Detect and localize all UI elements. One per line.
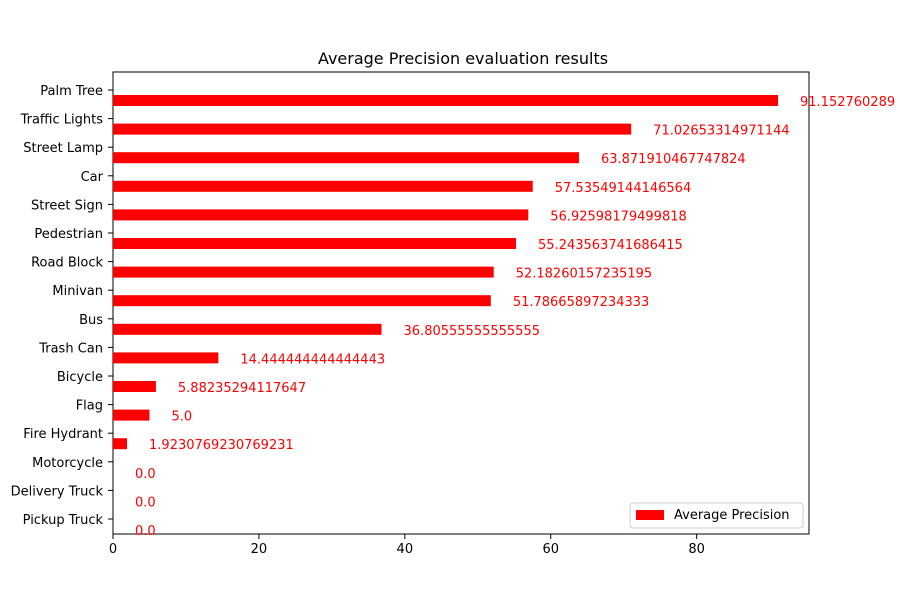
value-label: 14.444444444444443 <box>240 352 385 367</box>
bar <box>113 123 632 135</box>
y-tick-label: Palm Tree <box>40 84 103 99</box>
value-label: 57.53549144146564 <box>555 181 691 196</box>
y-tick-label: Road Block <box>31 256 103 271</box>
value-label: 36.80555555555555 <box>404 324 540 339</box>
y-tick-label: Street Sign <box>31 198 103 213</box>
y-tick-label: Bus <box>79 313 103 328</box>
y-tick-label: Motorcycle <box>32 456 103 471</box>
value-label: 63.871910467747824 <box>601 152 746 167</box>
value-label: 0.0 <box>135 524 156 539</box>
x-tick-label: 0 <box>109 542 117 557</box>
legend-box <box>629 502 804 529</box>
bar <box>113 352 219 364</box>
chart-title: Average Precision evaluation results <box>318 49 608 68</box>
x-tick-label: 40 <box>397 542 414 557</box>
y-tick-label: Pickup Truck <box>23 513 104 528</box>
chart-marks: 0 20 40 60 80 Palm Tree 91.152760289 Traffic Li… <box>11 84 896 557</box>
legend-label: Average Precision <box>674 508 790 523</box>
y-tick-label: Delivery Truck <box>11 484 104 499</box>
legend-swatch <box>636 510 664 520</box>
bar <box>113 323 382 335</box>
y-tick-label: Fire Hydrant <box>23 427 103 442</box>
y-tick-label: Trash Can <box>38 341 103 356</box>
bar <box>113 295 491 307</box>
bar <box>113 209 529 221</box>
value-label: 56.92598179499818 <box>550 209 686 224</box>
bar <box>113 238 517 249</box>
x-tick-label: 20 <box>251 542 268 557</box>
value-label: 5.88235294117647 <box>178 381 306 396</box>
value-label: 0.0 <box>135 467 156 482</box>
bar <box>113 266 494 278</box>
x-tick-label: 80 <box>688 542 705 557</box>
value-label: 0.0 <box>135 495 156 510</box>
value-label: 51.78665897234333 <box>513 295 649 310</box>
bar <box>113 409 150 421</box>
y-tick-label: Pedestrian <box>34 227 103 242</box>
y-tick-label: Street Lamp <box>23 141 103 156</box>
value-label: 71.02653314971144 <box>653 124 789 139</box>
value-label: 5.0 <box>171 410 192 425</box>
y-tick-label: Minivan <box>52 284 103 299</box>
value-label: 1.9230769230769231 <box>149 438 294 453</box>
bar <box>113 152 579 164</box>
legend: Average Precision <box>629 502 804 529</box>
bar <box>113 95 779 106</box>
y-tick-label: Flag <box>76 399 103 414</box>
x-tick-label: 60 <box>542 542 559 557</box>
value-label: 91.152760289 <box>800 95 895 110</box>
bar <box>113 438 128 450</box>
y-tick-label: Traffic Lights <box>20 113 104 128</box>
y-tick-label: Bicycle <box>57 370 103 385</box>
bar <box>113 381 156 392</box>
bar <box>113 180 533 192</box>
y-tick-label: Car <box>81 170 104 185</box>
value-label: 55.243563741686415 <box>538 238 683 253</box>
value-label: 52.18260157235195 <box>516 267 652 282</box>
